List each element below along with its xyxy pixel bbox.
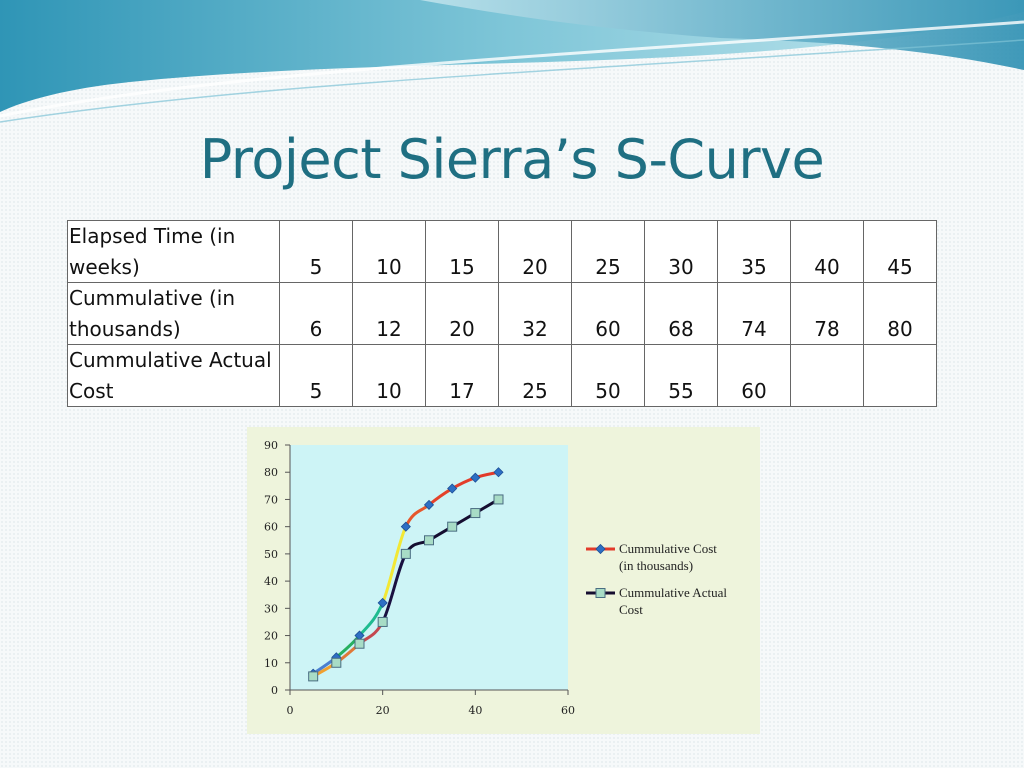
slide-title: Project Sierra’s S-Curve [199,128,825,191]
legend-label-cummulative-actual-cost: Cost [619,602,643,617]
row-label: Elapsed Time (in weeks) [67,220,280,283]
table-row: Cummulative (in thousands) 6 12 20 32 60 68 74 7… [67,282,937,345]
table-cell: 10 [352,344,426,407]
cummulative-actual-cost-point [470,508,481,519]
table-cell: 20 [498,220,572,283]
legend-marker-diamond [595,543,606,555]
legend-marker-square [595,588,606,598]
table-cell [863,344,937,407]
table-cell: 60 [571,282,645,345]
table-cell: 32 [498,282,572,345]
cummulative-cost-in-thousands-point [493,467,504,478]
y-tick-label: 10 [264,657,278,670]
cummulative-actual-cost-point [400,548,411,559]
y-tick-label: 30 [264,602,278,615]
cummulative-cost-in-thousands-point [470,472,481,483]
data-table: Elapsed Time (in weeks) 5 10 15 20 25 30 35 40 45… [67,220,937,407]
table-cell: 35 [717,220,791,283]
legend-label-cummulative-cost-in-thousands: Cummulative Cost [619,541,717,556]
table-cell: 5 [279,220,353,283]
cummulative-actual-cost-point [493,494,504,505]
y-tick-label: 20 [264,630,278,643]
table-cell: 10 [352,220,426,283]
table-cell: 45 [863,220,937,283]
header-swoosh-decoration [0,0,1024,123]
cummulative-actual-cost-point [377,616,388,627]
table-cell: 78 [790,282,864,345]
cummulative-cost-in-thousands-point [400,521,411,532]
table-cell: 55 [644,344,718,407]
plot-area [290,445,568,690]
table-cell: 15 [425,220,499,283]
s-curve-chart: 0 10 20 30 40 50 60 70 80 90 0 20 40 60 Cummulative Co… [264,439,727,717]
y-tick-label: 80 [264,466,278,479]
cummulative-cost-in-thousands-point [423,499,435,510]
y-tick-label: 50 [264,548,278,561]
cummulative-actual-cost-point [354,638,365,649]
legend-label-cummulative-actual-cost: Cummulative Actual [619,585,727,600]
cummulative-actual-cost-point [331,657,342,668]
table-cell: 5 [279,344,353,407]
table-cell: 80 [863,282,937,345]
table-cell: 6 [279,282,353,345]
row-label: Cummulative Actual Cost [67,344,280,407]
table-cell: 50 [571,344,645,407]
legend-label-cummulative-cost-in-thousands: (in thousands) [619,558,693,573]
x-tick-label: 0 [287,704,294,717]
table-cell: 12 [352,282,426,345]
table-cell: 17 [425,344,499,407]
table-row: Elapsed Time (in weeks) 5 10 15 20 25 30 35 40 45 [67,220,937,283]
x-tick-label: 60 [561,704,575,717]
chart-area: 0 10 20 30 40 50 60 70 80 90 0 20 40 60 Cummulative Co… [247,427,760,734]
table-cell: 20 [425,282,499,345]
cummulative-cost-in-thousands-point [377,597,388,608]
table-cell: 25 [571,220,645,283]
cummulative-actual-cost-point [447,521,458,532]
y-tick-label: 40 [264,575,278,588]
table-cell: 25 [498,344,572,407]
table-cell: 68 [644,282,718,345]
table-cell: 60 [717,344,791,407]
row-label: Cummulative (in thousands) [67,282,280,345]
table-cell: 74 [717,282,791,345]
y-tick-label: 60 [264,521,278,534]
y-tick-label: 0 [271,684,278,697]
cummulative-actual-cost-point [308,671,319,682]
y-tick-label: 70 [264,493,278,506]
table-cell: 30 [644,220,718,283]
cummulative-actual-cost-point [424,535,434,546]
table-row: Cummulative Actual Cost 5 10 17 25 50 55 60 [67,344,937,407]
y-tick-label: 90 [264,439,278,452]
x-tick-label: 20 [376,704,390,717]
table-cell [790,344,864,407]
x-tick-label: 40 [468,704,482,717]
cummulative-cost-in-thousands-line-segment [381,525,408,605]
table-cell: 40 [790,220,864,283]
cummulative-cost-in-thousands-point [447,483,458,494]
